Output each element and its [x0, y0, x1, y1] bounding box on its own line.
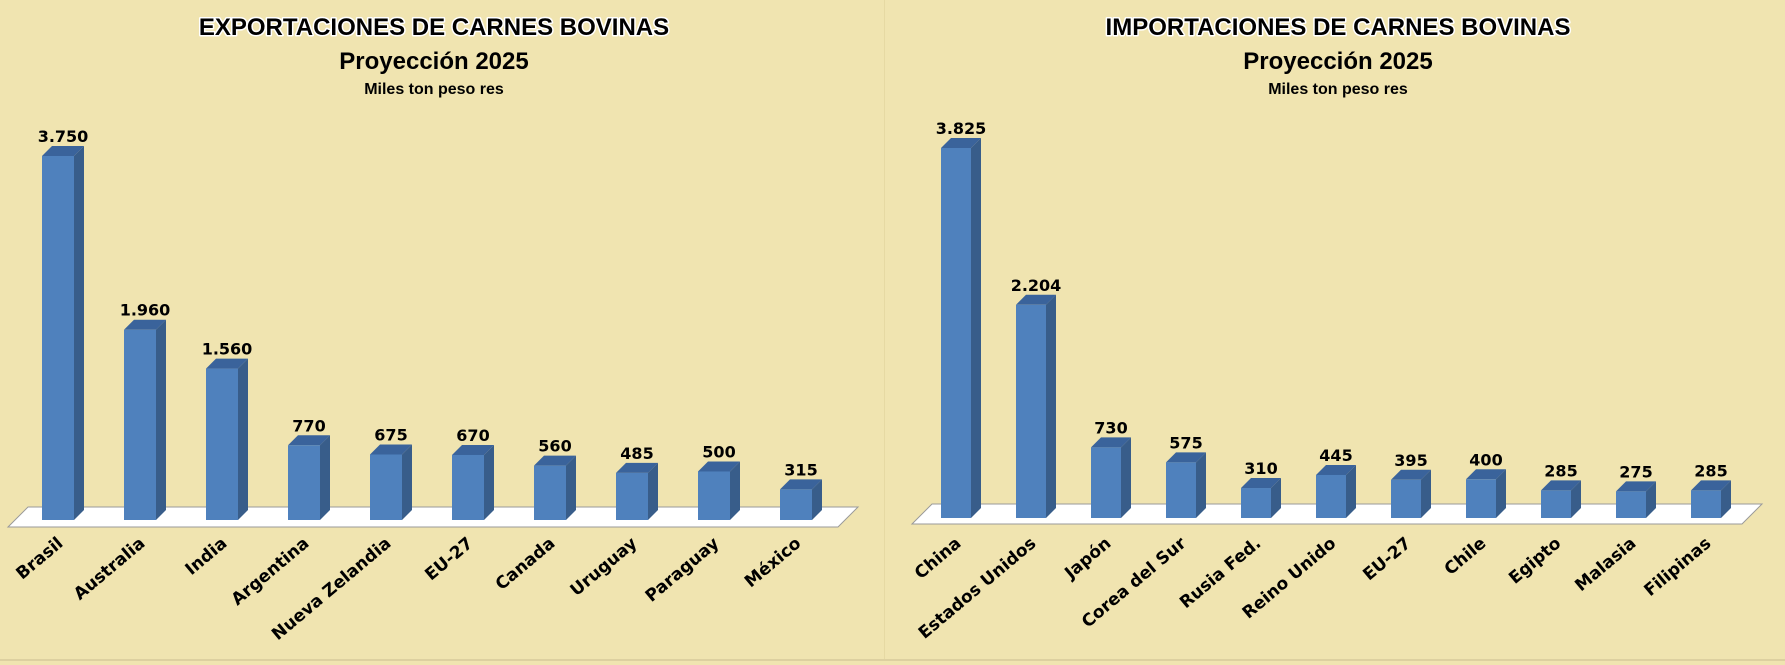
imports-value-label: 445 — [1319, 446, 1352, 465]
imports-bar — [941, 138, 981, 518]
exports-bar — [780, 479, 822, 520]
exports-value-label: 675 — [374, 425, 407, 444]
exports-category-label: India — [182, 534, 232, 580]
exports-value-label: 485 — [620, 444, 653, 463]
exports-category-label: EU-27 — [421, 534, 477, 585]
imports-value-label: 2.204 — [1011, 276, 1062, 295]
imports-value-label: 575 — [1169, 433, 1202, 452]
imports-bar — [1316, 464, 1356, 518]
exports-chart-unit-label: Miles ton peso res — [364, 81, 504, 98]
exports-category-label: Australia — [70, 534, 149, 605]
exports-category-label: Uruguay — [567, 534, 642, 601]
exports-chart: EXPORTACIONES DE CARNES BOVINAS Proyecci… — [6, 13, 860, 645]
exports-value-label: 3.750 — [38, 127, 89, 146]
exports-bar — [206, 358, 248, 520]
imports-chart-unit-label: Miles ton peso res — [1268, 81, 1408, 98]
exports-category-label: Canada — [492, 534, 559, 595]
imports-chart-panel: IMPORTACIONES DE CARNES BOVINAS Proyecci… — [888, 0, 1780, 660]
imports-value-label: 395 — [1394, 451, 1427, 470]
exports-bar — [452, 444, 494, 520]
exports-chart-title: EXPORTACIONES DE CARNES BOVINAS — [199, 14, 669, 41]
exports-bar — [370, 444, 412, 520]
exports-chart-panel: EXPORTACIONES DE CARNES BOVINAS Proyecci… — [0, 0, 880, 660]
exports-category-label: Brasil — [13, 534, 68, 584]
exports-value-label: 670 — [456, 426, 489, 445]
imports-bar — [1391, 469, 1431, 518]
exports-value-label: 1.560 — [202, 340, 253, 359]
imports-value-label: 285 — [1544, 461, 1577, 480]
exports-bar — [616, 462, 658, 520]
imports-category-label: Japón — [1060, 534, 1115, 585]
imports-value-label: 3.825 — [936, 119, 987, 138]
imports-value-label: 285 — [1694, 461, 1727, 480]
exports-bars: 3.750 Brasil 1.960 Australia 1.560 India 770 Ar… — [6, 127, 860, 645]
imports-category-label: Chile — [1441, 534, 1490, 580]
imports-category-label: Filipinas — [1640, 534, 1715, 601]
imports-chart-title: IMPORTACIONES DE CARNES BOVINAS — [1106, 14, 1571, 41]
exports-category-label: Paraguay — [642, 534, 724, 607]
imports-value-label: 400 — [1469, 450, 1502, 469]
exports-bar — [42, 146, 84, 520]
imports-category-label: China — [911, 534, 965, 584]
imports-value-label: 275 — [1619, 462, 1652, 481]
exports-chart-subtitle: Proyección 2025 — [339, 48, 528, 75]
exports-category-label: México — [741, 534, 805, 592]
imports-bar — [1091, 437, 1131, 518]
imports-category-label: EU-27 — [1359, 534, 1415, 585]
exports-category-label: Argentina — [228, 534, 314, 610]
exports-bar — [288, 435, 330, 520]
imports-bar — [1616, 481, 1656, 518]
imports-value-label: 730 — [1094, 418, 1127, 437]
exports-bar — [698, 461, 740, 520]
exports-bar — [124, 319, 166, 520]
imports-bar — [1466, 469, 1506, 518]
imports-category-label: Malasia — [1571, 534, 1640, 596]
imports-chart-subtitle: Proyección 2025 — [1243, 48, 1432, 75]
bottom-rule — [0, 659, 1785, 661]
exports-value-label: 315 — [784, 460, 817, 479]
exports-bar — [534, 455, 576, 520]
imports-bar — [1016, 294, 1056, 518]
exports-value-label: 560 — [538, 437, 571, 456]
exports-value-label: 1.960 — [120, 301, 171, 320]
imports-bar — [1241, 478, 1281, 518]
imports-bar — [1691, 480, 1731, 518]
imports-bar — [1541, 480, 1581, 518]
imports-category-label: Egipto — [1505, 534, 1565, 589]
exports-value-label: 500 — [702, 442, 735, 461]
exports-value-label: 770 — [292, 416, 325, 435]
imports-bar — [1166, 452, 1206, 518]
imports-chart: IMPORTACIONES DE CARNES BOVINAS Proyecci… — [910, 13, 1764, 643]
panel-divider — [884, 0, 885, 660]
imports-value-label: 310 — [1244, 459, 1277, 478]
